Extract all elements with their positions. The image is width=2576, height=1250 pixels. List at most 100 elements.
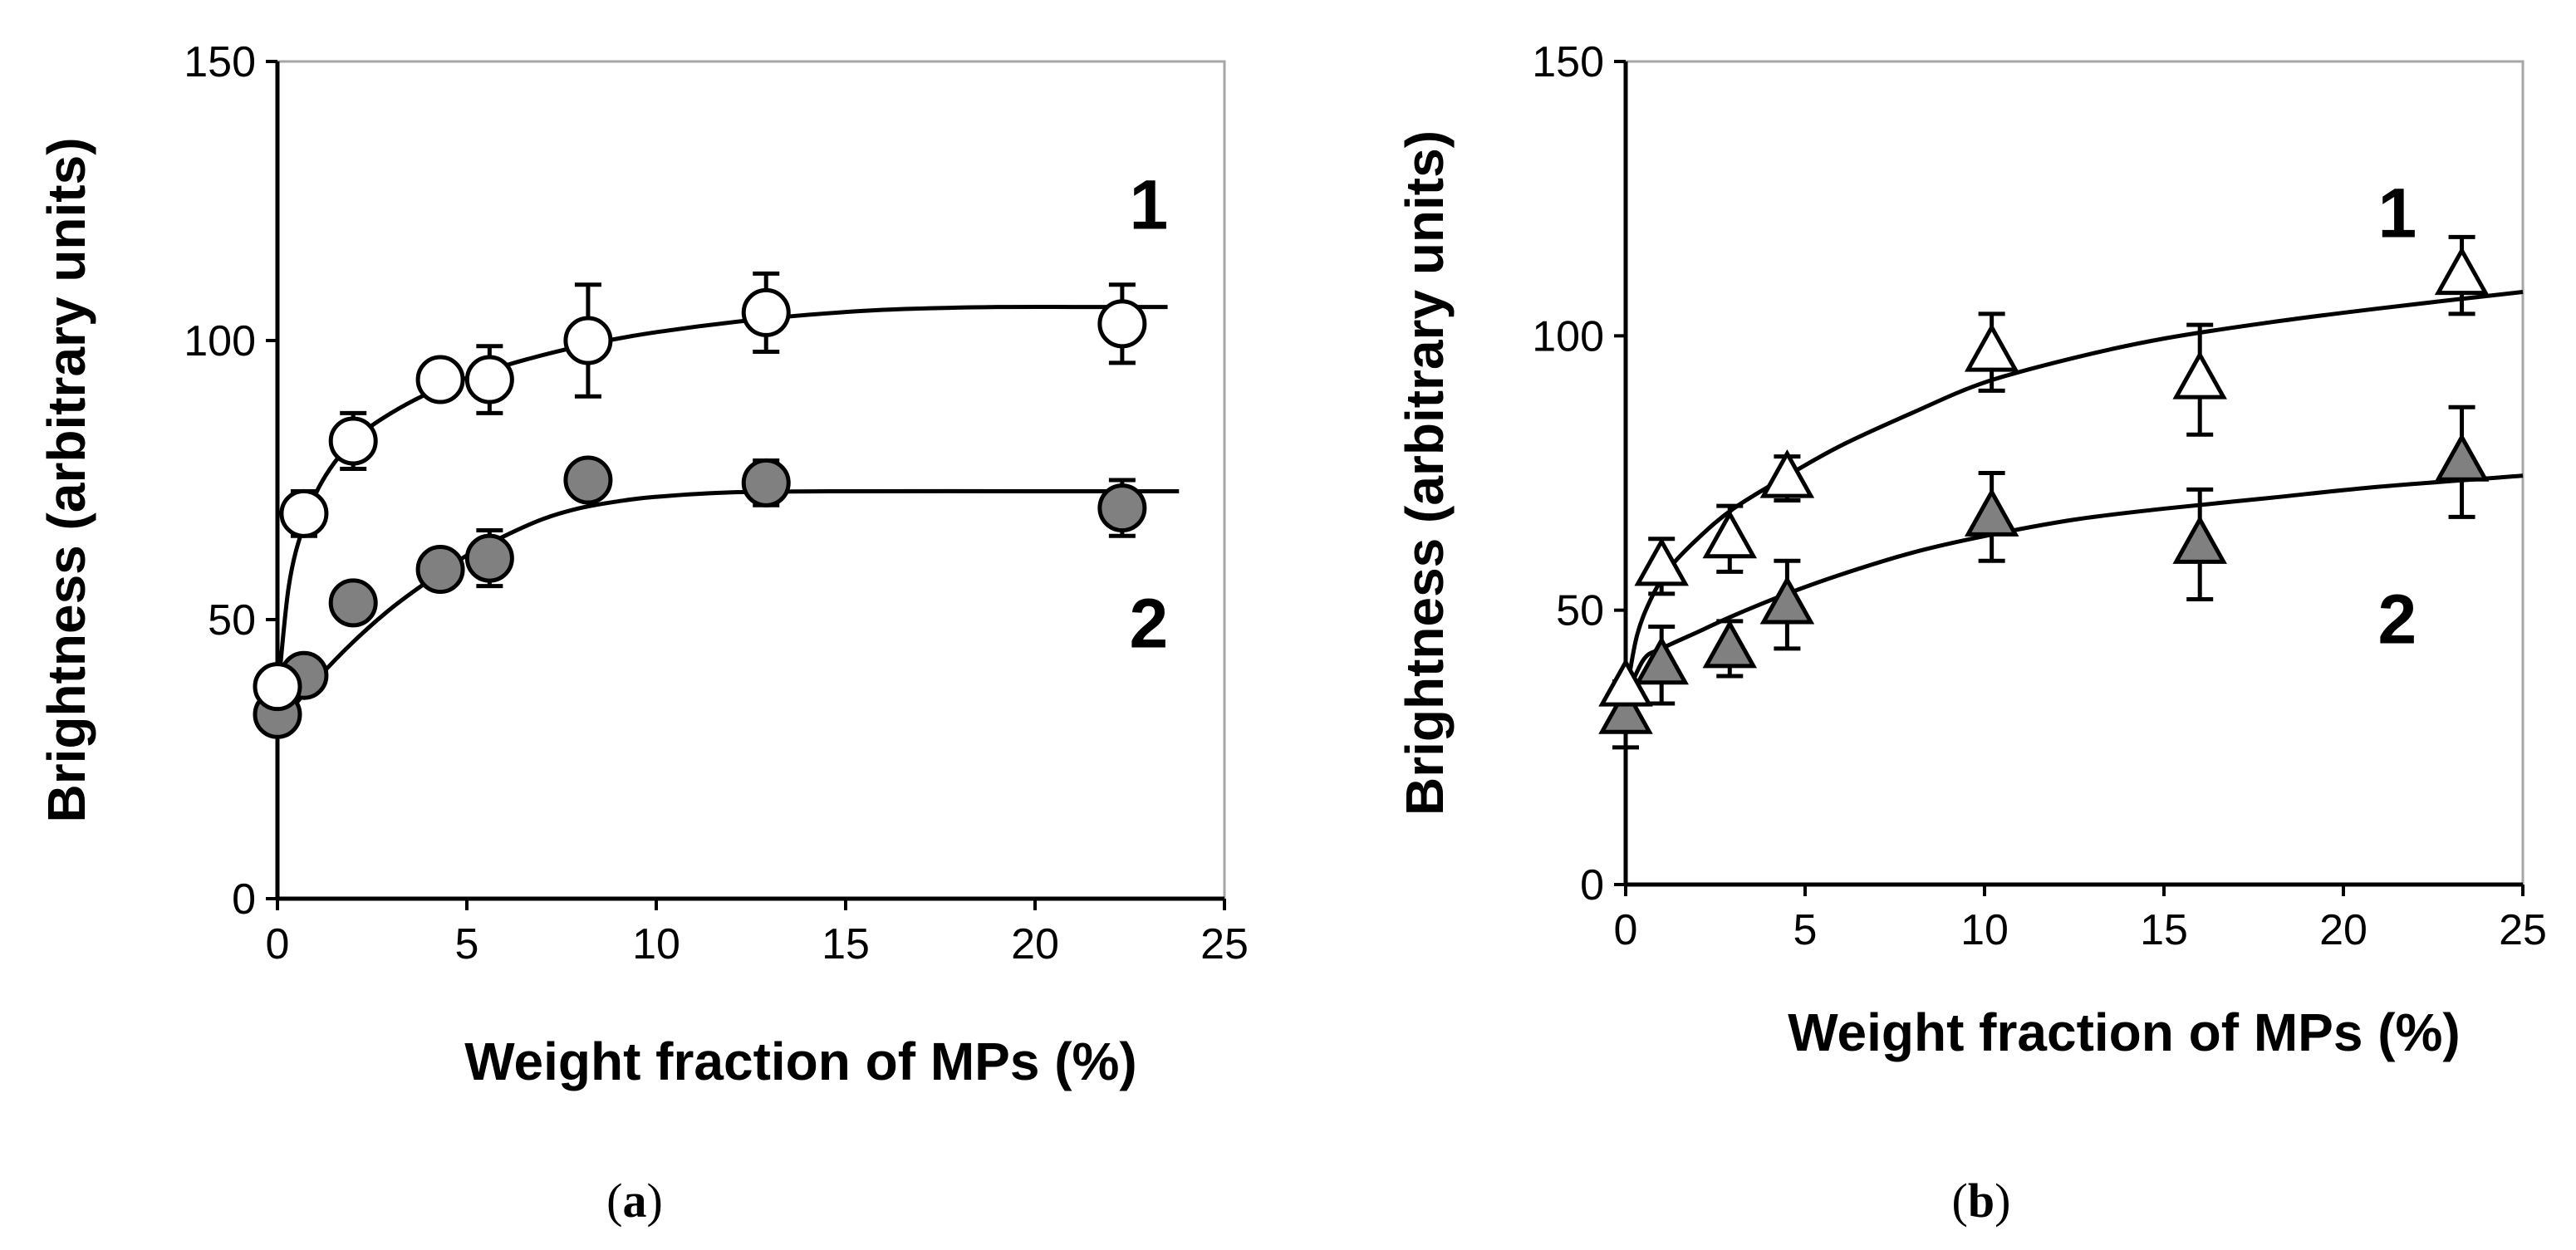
data-point-a-2-5	[563, 455, 613, 505]
x-tick-label-a-5: 25	[1200, 920, 1249, 968]
x-tick-label-a-0: 0	[266, 920, 290, 968]
data-point-b-1-6	[2434, 234, 2490, 316]
data-point-a-2-3	[415, 545, 465, 595]
data-point-b-1-3	[1759, 449, 1815, 503]
data-point-a-2-4	[464, 527, 514, 589]
x-axis-label-b: Weight fraction of MPs (%)	[1788, 1002, 2460, 1062]
marker-b-2-3	[1759, 575, 1815, 625]
marker-b-2-1	[1634, 635, 1689, 685]
data-point-b-1-0	[1598, 658, 1653, 707]
data-point-b-2-3	[1759, 558, 1815, 651]
marker-b-1-1	[1634, 537, 1689, 586]
marker-b-1-6	[2434, 246, 2490, 296]
data-point-b-2-5	[2172, 487, 2227, 601]
x-axis-label-a: Weight fraction of MPs (%)	[464, 1032, 1136, 1091]
x-tick-label-a-2: 10	[632, 920, 680, 968]
data-point-b-1-2	[1702, 503, 1758, 574]
data-point-b-1-4	[1964, 311, 2019, 393]
marker-b-2-6	[2434, 433, 2490, 482]
y-axis-label-a: Brightness (arbitrary units)	[37, 137, 96, 822]
data-point-b-2-6	[2434, 404, 2490, 519]
data-point-a-1-3	[415, 355, 465, 404]
y-tick-label-b-1: 50	[1556, 587, 1604, 635]
marker-a-1-5	[563, 316, 613, 365]
data-point-a-1-1	[279, 488, 329, 538]
marker-b-2-5	[2172, 515, 2227, 564]
marker-a-1-0	[253, 662, 302, 712]
y-tick-label-a-1: 50	[208, 596, 256, 645]
x-tick-label-b-1: 5	[1793, 906, 1818, 954]
marker-a-2-6	[741, 458, 791, 507]
x-tick-label-a-1: 5	[455, 920, 479, 968]
x-tick-label-a-3: 15	[822, 920, 870, 968]
x-tick-label-b-4: 20	[2319, 906, 2367, 954]
y-axis-label-b: Brightness (arbitrary units)	[1395, 130, 1455, 816]
x-tick-label-b-3: 15	[2140, 906, 2188, 954]
marker-a-1-6	[741, 287, 791, 337]
curve-label-b-1: 1	[2377, 174, 2417, 252]
data-point-a-2-2	[328, 578, 378, 628]
marker-a-2-7	[1097, 483, 1147, 533]
x-tick-label-a-4: 20	[1011, 920, 1059, 968]
curve-label-a-1: 1	[1129, 166, 1168, 244]
curve-labels-a: 12	[1129, 166, 1168, 663]
data-point-b-2-1	[1634, 624, 1689, 706]
y-tick-label-b-3: 150	[1532, 38, 1604, 86]
data-points-b	[1598, 234, 2490, 750]
data-point-a-1-4	[464, 344, 514, 415]
fit-curves-a	[275, 304, 1180, 728]
curve-labels-b: 12	[2377, 174, 2417, 658]
y-tick-label-a-3: 150	[184, 38, 256, 86]
data-points-a	[253, 271, 1147, 739]
x-tick-label-b-2: 10	[1960, 906, 2009, 954]
data-point-a-2-7	[1097, 478, 1147, 538]
marker-a-1-3	[415, 355, 465, 404]
y-tick-label-b-2: 100	[1532, 312, 1604, 360]
marker-a-1-2	[328, 416, 378, 466]
data-point-a-1-7	[1097, 282, 1147, 365]
curve-label-b-2: 2	[2377, 580, 2417, 658]
marker-a-2-3	[415, 545, 465, 595]
caption-letter-b: b	[1968, 1174, 1995, 1228]
marker-a-1-4	[464, 355, 514, 404]
marker-a-2-5	[563, 455, 613, 505]
data-point-a-1-0	[253, 662, 302, 712]
y-tick-label-a-2: 100	[184, 317, 256, 365]
data-point-a-1-5	[563, 282, 613, 399]
marker-a-2-2	[328, 578, 378, 628]
curve-label-a-2: 2	[1129, 585, 1168, 663]
fit-curve-a-2	[276, 488, 1180, 728]
data-point-a-1-2	[328, 410, 378, 472]
marker-a-1-7	[1097, 299, 1147, 349]
data-point-a-1-6	[741, 271, 791, 354]
marker-b-1-4	[1964, 323, 2019, 372]
marker-b-2-4	[1964, 488, 2019, 537]
ticks-a: 0 5 10 15 20 25 0 50 100 150	[184, 38, 1249, 968]
caption-letter-a: a	[623, 1174, 647, 1228]
marker-a-2-4	[464, 533, 514, 583]
data-point-a-2-6	[741, 458, 791, 507]
marker-b-1-0	[1598, 658, 1653, 707]
fit-curve-b-2	[1623, 473, 2524, 699]
marker-b-1-5	[2172, 350, 2227, 400]
caption-a: (a)	[606, 1174, 663, 1228]
data-point-b-2-4	[1964, 471, 2019, 563]
x-tick-label-b-0: 0	[1614, 906, 1638, 954]
ticks-b: 0 5 10 15 20 25 0 50 100 150	[1532, 38, 2547, 954]
marker-b-1-2	[1702, 509, 1758, 559]
data-point-b-1-1	[1634, 537, 1689, 596]
data-point-b-2-2	[1702, 619, 1758, 679]
x-tick-label-b-5: 25	[2499, 906, 2547, 954]
marker-b-2-0	[1598, 685, 1653, 734]
y-tick-label-b-0: 0	[1580, 861, 1604, 909]
caption-b: (b)	[1952, 1174, 2011, 1228]
fit-curve-a-1	[275, 304, 1168, 699]
marker-a-1-1	[279, 488, 329, 538]
data-point-b-1-5	[2172, 322, 2227, 437]
marker-b-1-3	[1759, 449, 1815, 498]
marker-b-2-2	[1702, 619, 1758, 669]
y-tick-label-a-0: 0	[232, 875, 256, 924]
